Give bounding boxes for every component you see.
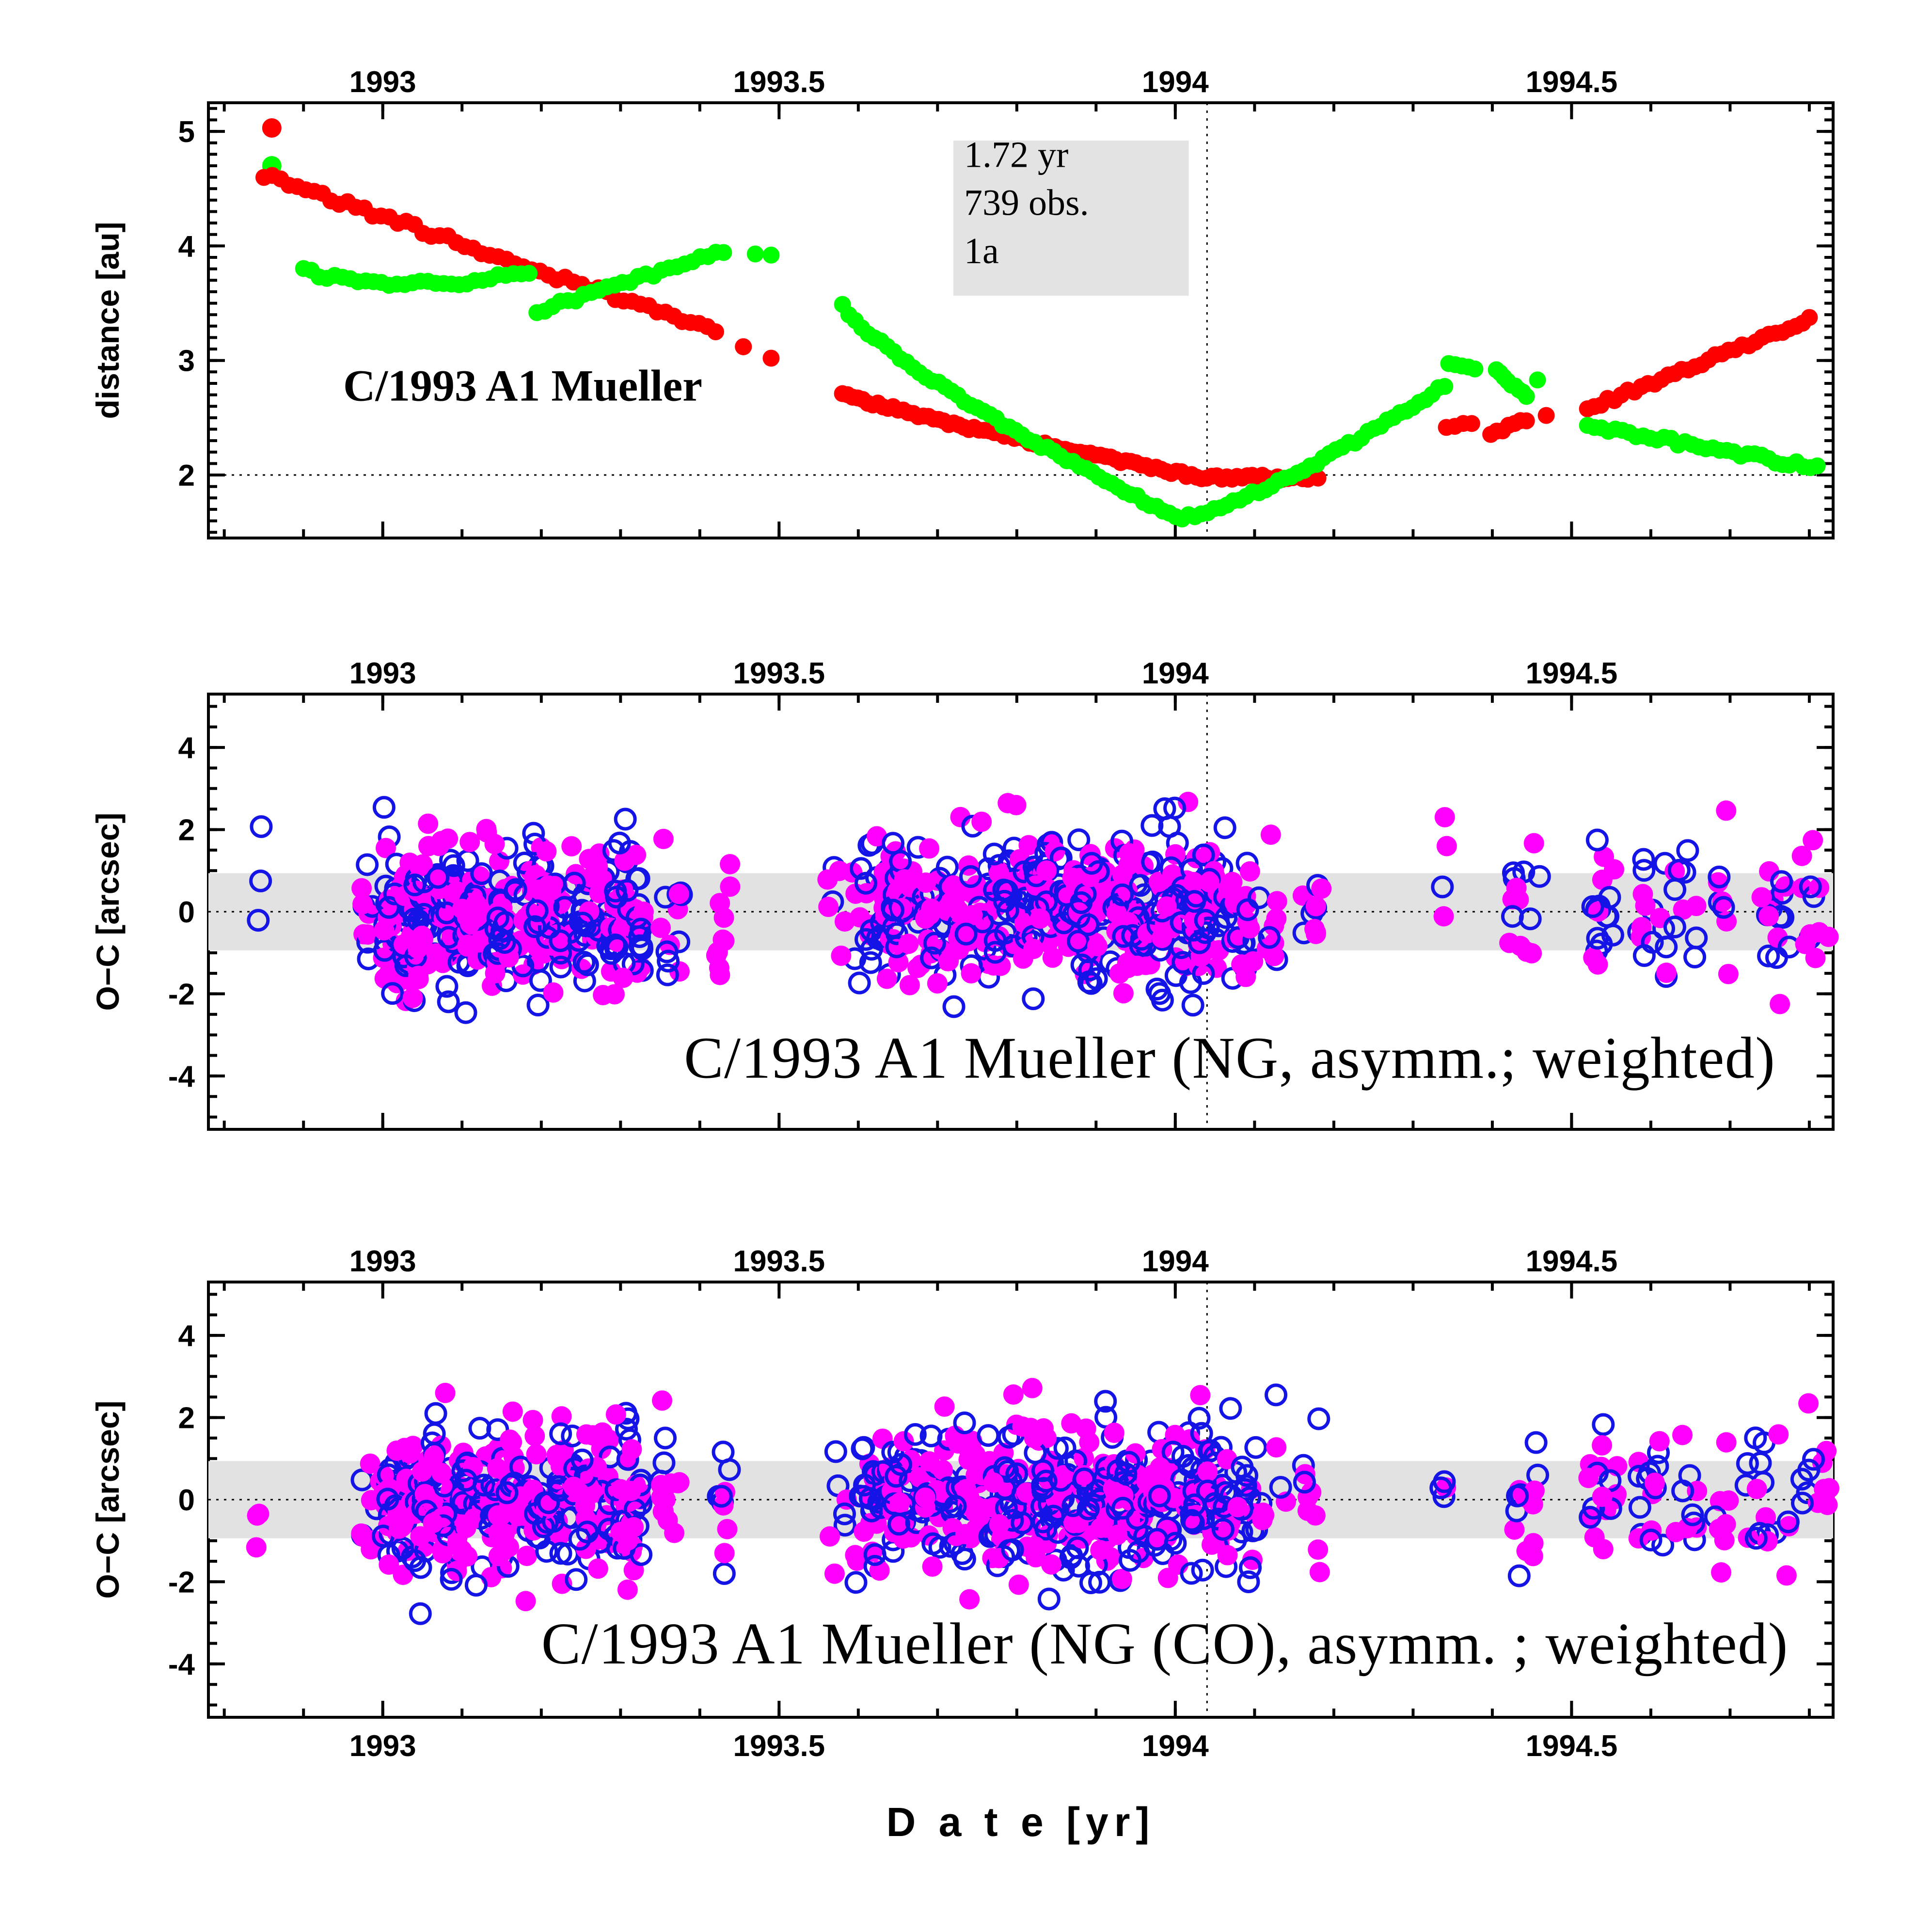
- svg-text:1993.5: 1993.5: [733, 1729, 825, 1763]
- svg-text:-4: -4: [168, 1060, 195, 1093]
- svg-text:C/1993 A1 Mueller (NG, asymm.;: C/1993 A1 Mueller (NG, asymm.; weighted): [684, 1025, 1775, 1091]
- svg-text:C/1993 A1 Mueller (NG (CO), as: C/1993 A1 Mueller (NG (CO), asymm. ; wei…: [541, 1611, 1789, 1677]
- svg-text:1994.5: 1994.5: [1526, 1245, 1618, 1278]
- svg-text:5: 5: [178, 115, 195, 149]
- svg-text:1994: 1994: [1142, 657, 1209, 690]
- svg-text:1994: 1994: [1142, 1245, 1209, 1278]
- svg-text:1993: 1993: [349, 657, 416, 690]
- svg-text:2: 2: [178, 1402, 195, 1435]
- svg-text:O−C [arcsec]: O−C [arcsec]: [90, 1400, 126, 1599]
- svg-text:1993: 1993: [349, 1245, 416, 1278]
- svg-text:1993.5: 1993.5: [733, 657, 825, 690]
- svg-text:739 obs.: 739 obs.: [964, 183, 1089, 223]
- svg-text:-2: -2: [168, 978, 195, 1011]
- svg-text:1994.5: 1994.5: [1526, 1729, 1618, 1763]
- svg-text:1993: 1993: [349, 65, 416, 99]
- svg-text:2: 2: [178, 814, 195, 847]
- svg-text:1994.5: 1994.5: [1526, 65, 1618, 99]
- svg-text:4: 4: [178, 1319, 195, 1353]
- svg-text:1994: 1994: [1142, 1729, 1209, 1763]
- svg-text:1994.5: 1994.5: [1526, 657, 1618, 690]
- svg-text:D a t e [yr]: D a t e [yr]: [887, 1799, 1156, 1845]
- svg-text:0: 0: [178, 896, 195, 929]
- svg-text:1993.5: 1993.5: [733, 65, 825, 99]
- svg-text:1993.5: 1993.5: [733, 1245, 825, 1278]
- svg-text:1.72 yr: 1.72 yr: [964, 134, 1068, 175]
- svg-text:-2: -2: [168, 1566, 195, 1599]
- svg-text:4: 4: [178, 230, 195, 263]
- svg-text:4: 4: [178, 731, 195, 765]
- svg-text:distance [au]: distance [au]: [90, 222, 126, 419]
- svg-text:2: 2: [178, 459, 195, 492]
- svg-text:-4: -4: [168, 1648, 195, 1681]
- svg-text:1994: 1994: [1142, 65, 1209, 99]
- svg-text:1a: 1a: [964, 231, 999, 271]
- svg-text:0: 0: [178, 1484, 195, 1517]
- svg-text:3: 3: [178, 345, 195, 378]
- svg-text:O−C [arcsec]: O−C [arcsec]: [90, 812, 126, 1011]
- svg-text:C/1993 A1 Mueller: C/1993 A1 Mueller: [343, 361, 702, 410]
- svg-text:1993: 1993: [349, 1729, 416, 1763]
